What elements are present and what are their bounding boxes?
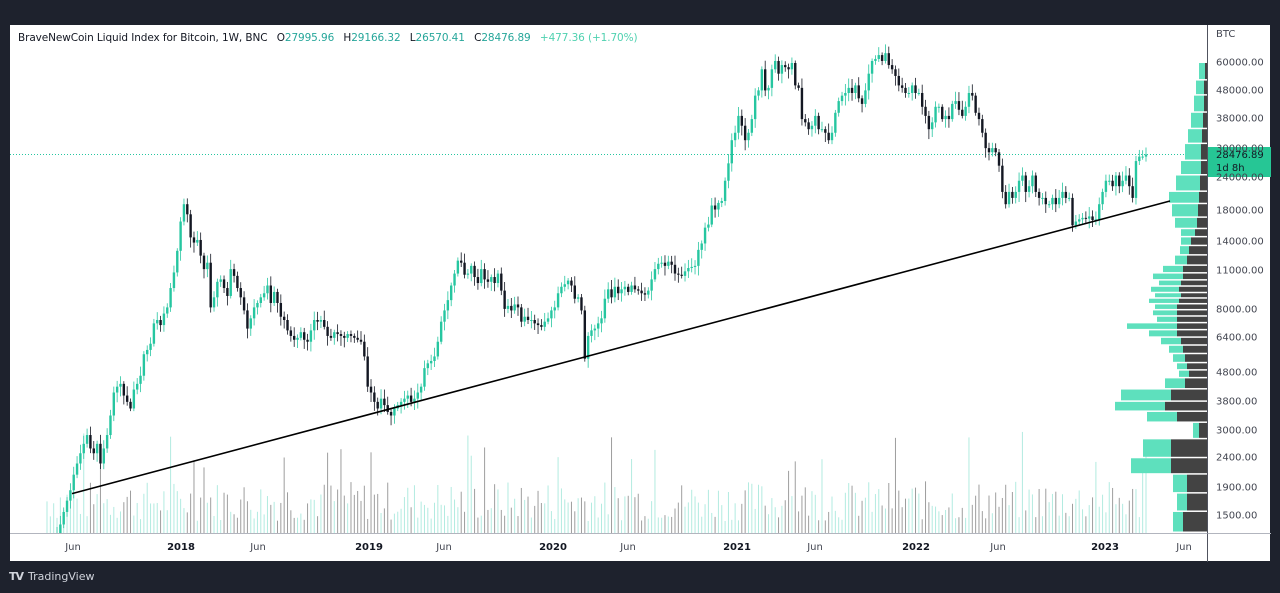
open-label: O xyxy=(276,32,285,44)
time-tick-label: 2018 xyxy=(167,542,195,553)
price-tick-label: 38000.00 xyxy=(1216,113,1264,125)
time-tick-label: Jun xyxy=(807,542,823,553)
price-tick-label: 8000.00 xyxy=(1216,304,1258,316)
price-tick-label: 3800.00 xyxy=(1216,396,1258,408)
price-tick-label: 4800.00 xyxy=(1216,367,1258,379)
time-tick-label: Jun xyxy=(1176,542,1192,553)
change-value: +477.36 (+1.70%) xyxy=(539,32,638,44)
currency-label: BTC xyxy=(1216,29,1236,40)
price-axis[interactable]: BTC 28476.89 1d 8h 60000.00 48000.00 38000… xyxy=(1207,25,1271,561)
chart-frame: BraveNewCoin Liquid Index for Bitcoin, 1… xyxy=(10,25,1271,562)
time-tick-label: Jun xyxy=(250,542,266,553)
tradingview-logo-icon: TV xyxy=(9,570,24,583)
price-tick-label: 30000.00 xyxy=(1216,143,1264,155)
price-tick-label: 2400.00 xyxy=(1216,452,1258,464)
time-tick-label: Jun xyxy=(65,542,81,553)
bar-countdown: 1d 8h xyxy=(1216,163,1245,174)
price-tick-label: 1500.00 xyxy=(1216,510,1258,522)
price-tick-label: 11000.00 xyxy=(1216,265,1264,277)
price-tick-label: 60000.00 xyxy=(1216,57,1264,69)
close-value: 28476.89 xyxy=(481,32,531,44)
price-tick-label: 14000.00 xyxy=(1216,236,1264,248)
time-axis[interactable]: Jun 2018 Jun 2019 Jun 2020 Jun 2021 Jun 2022 Jun 20… xyxy=(10,533,1207,562)
price-tick-label: 1900.00 xyxy=(1216,482,1258,494)
open-value: 27995.96 xyxy=(284,32,335,44)
time-tick-label: 2019 xyxy=(355,542,383,553)
time-tick-label: 2023 xyxy=(1091,542,1119,553)
price-tick-label: 6400.00 xyxy=(1216,332,1258,344)
symbol-title[interactable]: BraveNewCoin Liquid Index for Bitcoin, 1… xyxy=(18,32,268,44)
high-label: H xyxy=(343,32,352,44)
current-price-badge: 28476.89 1d 8h xyxy=(1208,147,1271,177)
time-tick-label: 2020 xyxy=(539,542,567,553)
time-tick-label: Jun xyxy=(990,542,1006,553)
axis-corner xyxy=(1207,533,1271,562)
price-tick-label: 18000.00 xyxy=(1216,205,1264,217)
tradingview-branding: TV TradingView xyxy=(9,570,95,583)
time-tick-label: Jun xyxy=(436,542,452,553)
price-tick-label: 24000.00 xyxy=(1216,172,1264,184)
time-tick-label: Jun xyxy=(620,542,636,553)
time-tick-label: 2022 xyxy=(902,542,930,553)
close-label: C xyxy=(474,32,482,44)
brand-name: TradingView xyxy=(28,570,95,583)
low-label: L xyxy=(409,32,416,44)
price-tick-label: 48000.00 xyxy=(1216,85,1264,97)
symbol-legend: BraveNewCoin Liquid Index for Bitcoin, 1… xyxy=(18,32,638,44)
high-value: 29166.32 xyxy=(351,32,401,44)
current-price-value: 28476.89 xyxy=(1216,150,1264,161)
low-value: 26570.41 xyxy=(415,32,465,44)
price-tick-label: 3000.00 xyxy=(1216,425,1258,437)
time-tick-label: 2021 xyxy=(723,542,751,553)
price-chart-canvas[interactable] xyxy=(10,25,1207,533)
